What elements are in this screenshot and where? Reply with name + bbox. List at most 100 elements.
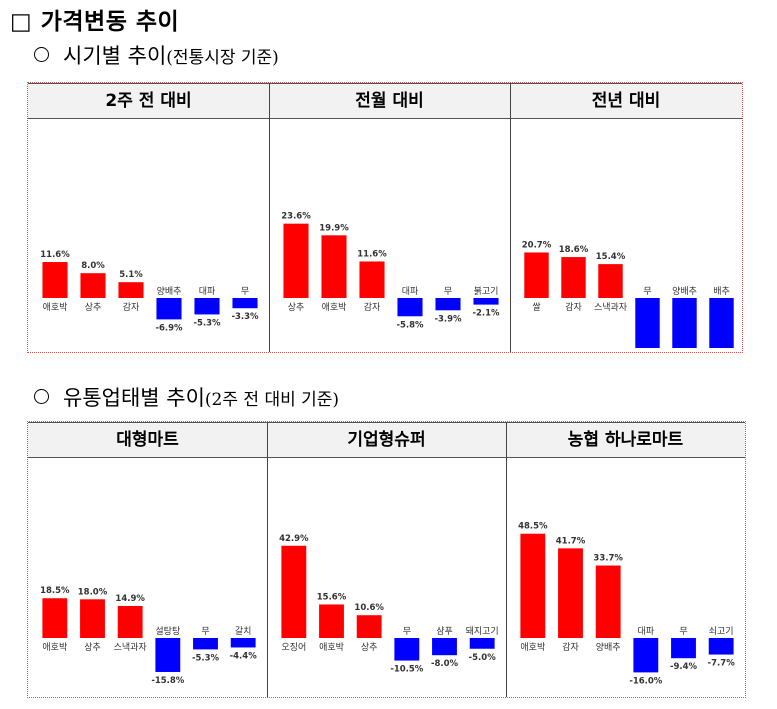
bar — [473, 298, 499, 305]
category-label: 감자 — [364, 301, 381, 313]
category-label: 쌀 — [532, 302, 540, 313]
section1-divider-2 — [510, 83, 511, 352]
data-label: 11.6% — [40, 250, 70, 260]
category-label: 스낵과자 — [594, 302, 628, 313]
data-label: -5.3% — [192, 653, 220, 663]
bar — [42, 262, 68, 298]
section1-header-1: 2주 전 대비 — [105, 91, 192, 111]
bar — [394, 638, 420, 661]
data-label: 18.6% — [559, 245, 589, 255]
bar — [633, 638, 659, 673]
category-label: 대파 — [402, 286, 419, 297]
data-label: 23.6% — [281, 212, 311, 222]
category-label: 배추 — [713, 286, 730, 297]
data-label: -2.1% — [472, 309, 500, 319]
category-label: 스낵과자 — [114, 642, 148, 653]
bar — [598, 264, 623, 298]
category-label: 쇠고기 — [709, 626, 734, 637]
chart-ssm: 42.9% 오징어 15.6% 애호박 10.6% 상추 -10.5% 무 -8.0% 샴푸 -5.… — [279, 534, 499, 675]
section2-header-2: 기업형슈퍼 — [347, 430, 426, 450]
chart-2weeks: 11.6% 애호박 8.0% 상추 5.1% 감자 -6.9% 양배추 -5.3% 대파 -3.3%… — [40, 250, 259, 333]
data-label: -15.8% — [151, 676, 184, 686]
chart-month: 23.6% 상추 19.9% 애호박 11.6% 감자 -5.8% 대파 -3.9% 무 -2.1%… — [281, 212, 500, 331]
section1-heading: 시기별 추이(전통시장 기준) — [34, 40, 279, 70]
category-label: 애호박 — [42, 642, 67, 653]
data-label: -10.5% — [390, 665, 423, 675]
data-label: -5.0% — [469, 653, 497, 663]
section2-header-3: 농협 하나로마트 — [567, 430, 684, 450]
category-label: 무 — [403, 626, 411, 637]
bar — [672, 298, 697, 348]
section2-heading-text: 유통업태별 추이 — [63, 386, 205, 410]
category-label: 대파 — [199, 286, 216, 297]
section1-header-3: 전년 대비 — [591, 91, 661, 111]
section2-header-row: 대형마트 기업형슈퍼 농협 하나로마트 — [28, 422, 745, 458]
category-label: 설탕탕 — [155, 626, 180, 637]
bar — [432, 638, 457, 656]
bar — [118, 282, 144, 298]
category-label: 감자 — [562, 641, 579, 653]
page-title: □ 가격변동 추이 — [10, 9, 180, 35]
category-label: 무 — [444, 286, 452, 297]
bar — [709, 298, 734, 348]
category-label: 애호박 — [319, 642, 344, 653]
data-label: -6.9% — [155, 323, 183, 333]
data-label: 18.0% — [78, 587, 108, 597]
bar — [561, 257, 586, 298]
data-label: 11.6% — [357, 249, 387, 259]
data-label: 48.5% — [518, 522, 548, 532]
section1-panel: 2주 전 대비 전월 대비 전년 대비 11.6% 애호박 8.0% 상추 5.1% 감자… — [27, 82, 743, 353]
bar — [558, 548, 583, 638]
data-label: -5.3% — [193, 318, 221, 328]
bar — [283, 223, 309, 298]
section1-header-row: 2주 전 대비 전월 대비 전년 대비 — [28, 83, 742, 119]
category-label: 무 — [201, 626, 209, 637]
category-label: 애호박 — [520, 642, 545, 653]
category-label: 감자 — [123, 301, 140, 313]
section1-header-2: 전월 대비 — [355, 91, 424, 111]
chart-hypermarket: 18.5% 애호박 18.0% 상추 14.9% 스낵과자 -15.8% 설탕탕 -5.3% 무 -… — [40, 586, 258, 686]
bar — [397, 298, 423, 317]
data-label: 5.1% — [119, 270, 143, 280]
category-label: 양배추 — [596, 642, 621, 653]
data-label: 15.6% — [317, 592, 347, 602]
category-label: 무 — [241, 286, 249, 297]
section2-header-1: 대형마트 — [116, 430, 179, 450]
bar — [520, 533, 546, 638]
bar — [281, 545, 307, 638]
bar — [193, 638, 218, 650]
bar — [435, 298, 461, 311]
category-label: 애호박 — [43, 302, 68, 313]
bar — [671, 638, 696, 659]
data-label: -8.0% — [431, 659, 459, 669]
section2-note: (2주 전 대비 기준) — [204, 390, 340, 410]
category-label: 상추 — [361, 642, 378, 653]
section2-heading: 유통업태별 추이(2주 전 대비 기준) — [34, 382, 339, 412]
bar — [595, 565, 621, 638]
bar — [117, 605, 143, 638]
category-label: 샴푸 — [436, 626, 453, 637]
circle-bullet-icon — [34, 389, 49, 404]
bar — [80, 599, 105, 638]
category-label: 양배추 — [157, 286, 182, 297]
bar — [708, 638, 734, 655]
bar — [524, 252, 549, 298]
data-label: 33.7% — [593, 554, 623, 564]
bar — [359, 261, 385, 298]
data-label: -3.3% — [231, 312, 259, 322]
bar — [42, 598, 68, 638]
section2-divider-2 — [506, 422, 507, 697]
data-label: -5.8% — [396, 320, 424, 330]
bar — [80, 273, 106, 298]
data-label: -7.7% — [708, 659, 736, 669]
category-label: 애호박 — [322, 302, 347, 313]
section2-divider-1 — [267, 422, 268, 697]
category-label: 무 — [643, 286, 651, 297]
data-label: 14.9% — [115, 594, 145, 604]
bar — [155, 638, 181, 672]
category-label: 감자 — [565, 301, 582, 313]
data-label: -4.4% — [230, 651, 258, 661]
section2-panel: 대형마트 기업형슈퍼 농협 하나로마트 18.5% 애호박 18.0% 상추 14.9%… — [27, 421, 746, 698]
bar — [321, 235, 347, 298]
data-label: -3.9% — [434, 314, 462, 324]
